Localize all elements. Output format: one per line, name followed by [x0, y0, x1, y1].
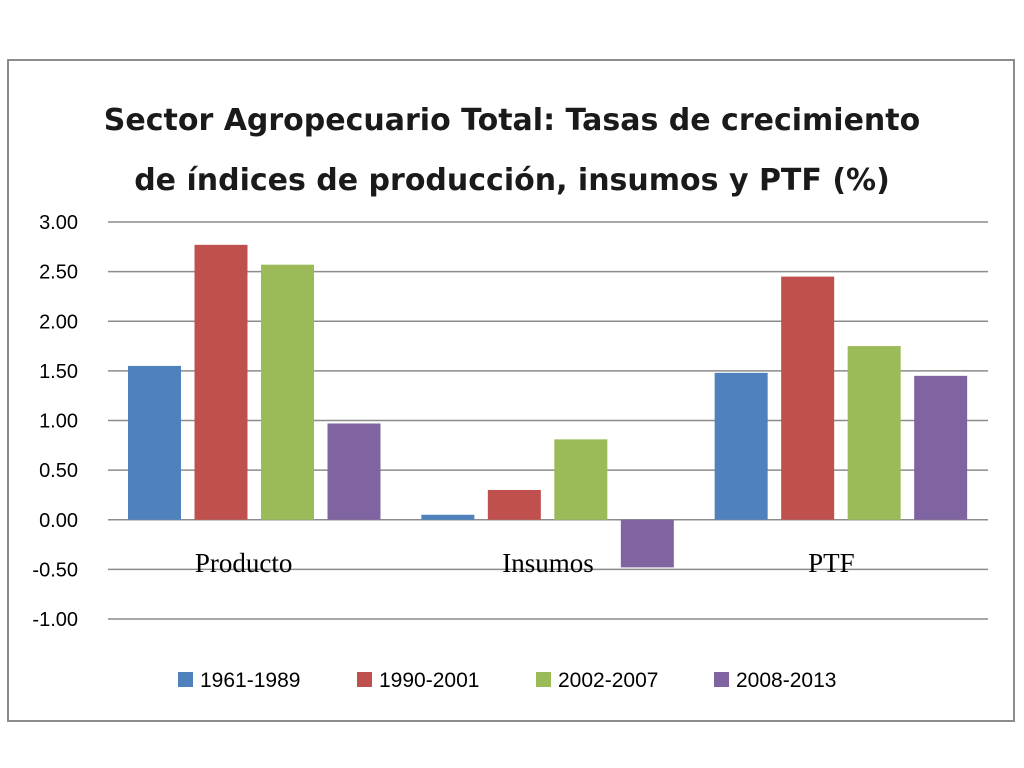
legend-swatch [357, 672, 372, 687]
y-tick-label: 0.50 [39, 460, 78, 482]
chart-title-line-1: Sector Agropecuario Total: Tasas de crec… [103, 103, 921, 138]
y-tick-label: 1.00 [39, 411, 78, 433]
chart-title-line-2: de índices de producción, insumos y PTF … [134, 163, 890, 198]
bar-2008-2013-Producto [327, 423, 381, 520]
bar-2008-2013-PTF [914, 375, 968, 520]
y-tick-label: 2.50 [39, 262, 78, 284]
legend-label: 1990-2001 [379, 669, 479, 692]
y-tick-label: 0.00 [39, 510, 78, 532]
bar-2002-2007-Producto [261, 264, 314, 520]
bar-1990-2001-Insumos [487, 489, 541, 520]
y-tick-label: -1.00 [32, 609, 78, 631]
y-tick-label: -0.50 [32, 559, 78, 581]
y-tick-label: 1.50 [39, 361, 78, 383]
bar-2008-2013-Insumos [620, 519, 674, 568]
y-axis-ticks: 3.00 2.50 2.00 1.50 1.00 0.50 0.00 -0.50 -1.00 [32, 212, 78, 631]
legend-swatch [178, 672, 193, 687]
bar-2002-2007-Insumos [554, 439, 608, 520]
legend-swatch [536, 672, 551, 687]
bar-1961-1989-PTF [714, 372, 768, 520]
bar-1990-2001-Producto [194, 244, 248, 520]
gridlines [108, 221, 988, 620]
legend-label: 1961-1989 [200, 669, 300, 692]
bar-1961-1989-Producto [128, 365, 181, 520]
legend: 1961-1989 1990-2001 2002-2007 2008-2013 [178, 669, 836, 692]
bar-1961-1989-Insumos [421, 514, 475, 520]
bars [128, 244, 968, 568]
category-label: Insumos [502, 548, 594, 578]
category-label: Producto [195, 548, 293, 578]
bar-1990-2001-PTF [781, 276, 835, 520]
legend-swatch [714, 672, 729, 687]
bar-2002-2007-PTF [847, 346, 901, 520]
legend-label: 2002-2007 [558, 669, 658, 692]
y-tick-label: 3.00 [39, 212, 78, 234]
category-labels: Producto Insumos PTF [195, 548, 855, 578]
chart-title: Sector Agropecuario Total: Tasas de crec… [0, 91, 1024, 211]
category-label: PTF [808, 548, 855, 578]
legend-label: 2008-2013 [736, 669, 836, 692]
y-tick-label: 2.00 [39, 311, 78, 333]
